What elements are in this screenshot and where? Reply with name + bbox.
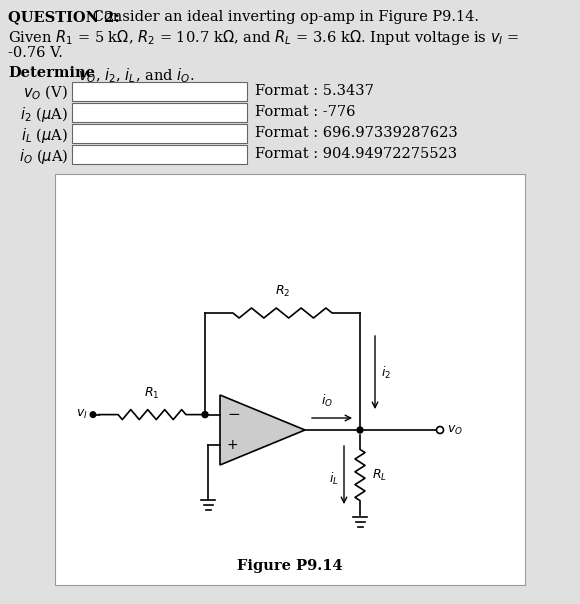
Circle shape	[357, 427, 363, 433]
Text: $v_I$: $v_I$	[76, 408, 88, 421]
Text: $i_2$ ($\mu$A): $i_2$ ($\mu$A)	[20, 105, 68, 124]
Text: Given $R_1$ = 5 k$\Omega$, $R_2$ = 10.7 k$\Omega$, and $R_L$ = 3.6 k$\Omega$. In: Given $R_1$ = 5 k$\Omega$, $R_2$ = 10.7 …	[8, 28, 520, 47]
Text: Format : -776: Format : -776	[255, 105, 356, 119]
Text: $v_O$: $v_O$	[447, 423, 463, 437]
FancyBboxPatch shape	[72, 82, 247, 101]
Circle shape	[90, 412, 96, 417]
Text: −: −	[227, 407, 240, 422]
Text: $v_O$, $i_2$, $i_L$, and $i_O$.: $v_O$, $i_2$, $i_L$, and $i_O$.	[78, 66, 194, 85]
Text: Determine: Determine	[8, 66, 95, 80]
FancyBboxPatch shape	[72, 124, 247, 143]
Text: Consider an ideal inverting op-amp in Figure P9.14.: Consider an ideal inverting op-amp in Fi…	[88, 10, 479, 24]
Text: $v_O$ (V): $v_O$ (V)	[23, 84, 68, 103]
FancyBboxPatch shape	[72, 103, 247, 122]
FancyBboxPatch shape	[72, 145, 247, 164]
Text: -0.76 V.: -0.76 V.	[8, 46, 63, 60]
Text: Format : 904.94972275523: Format : 904.94972275523	[255, 147, 457, 161]
Text: +: +	[227, 439, 238, 452]
Text: $i_L$ ($\mu$A): $i_L$ ($\mu$A)	[21, 126, 68, 145]
Text: $R_L$: $R_L$	[372, 467, 387, 483]
Circle shape	[202, 411, 208, 417]
Text: $R_2$: $R_2$	[275, 284, 290, 299]
FancyBboxPatch shape	[55, 174, 525, 585]
Text: Figure P9.14: Figure P9.14	[237, 559, 343, 573]
Text: $i_O$: $i_O$	[321, 393, 333, 409]
Text: $i_L$: $i_L$	[329, 471, 339, 487]
Text: Format : 5.3437: Format : 5.3437	[255, 84, 374, 98]
Polygon shape	[220, 395, 305, 465]
Text: $i_O$ ($\mu$A): $i_O$ ($\mu$A)	[19, 147, 68, 166]
Text: $i_2$: $i_2$	[381, 364, 391, 381]
Text: Format : 696.97339287623: Format : 696.97339287623	[255, 126, 458, 140]
Text: QUESTION 2:: QUESTION 2:	[8, 10, 120, 24]
Text: $R_1$: $R_1$	[144, 385, 160, 400]
